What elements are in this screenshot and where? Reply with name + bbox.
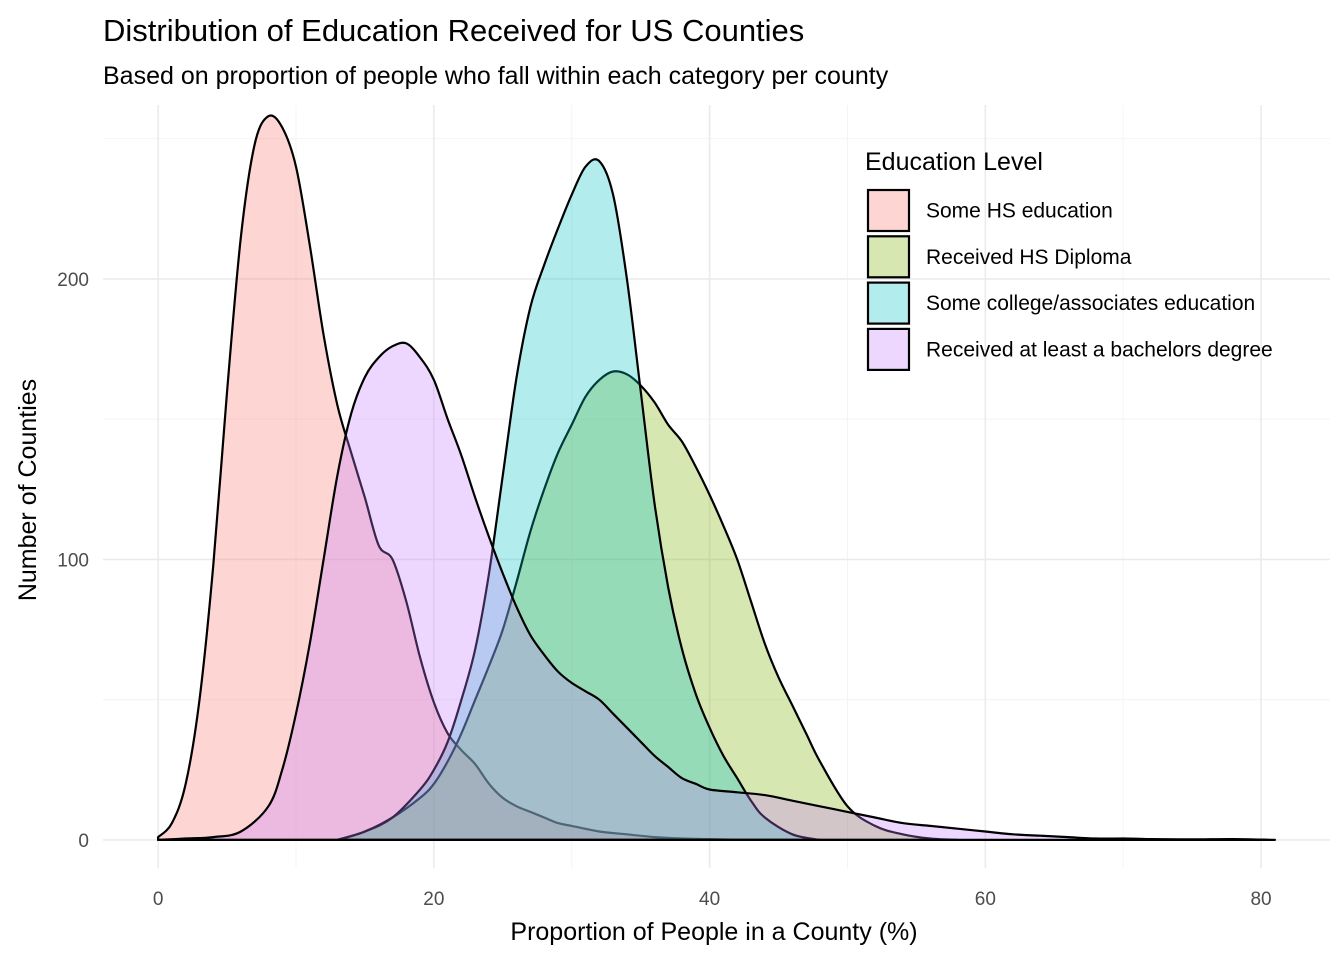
legend-label-received-hs-diploma: Received HS Diploma (926, 246, 1132, 269)
legend-key-received-hs-diploma (866, 235, 911, 279)
legend-title: Education Level (865, 148, 1043, 176)
x-tick-label: 80 (1250, 889, 1271, 910)
density-area-received-hs-diploma (336, 370, 959, 841)
density-area-received-at-least-a-bachelors-degree (157, 341, 1276, 841)
x-axis-title: Proportion of People in a County (%) (510, 918, 917, 946)
legend-key-some-hs-education (866, 188, 911, 233)
chart-title: Distribution of Education Received for U… (103, 13, 804, 48)
chart-subtitle: Based on proportion of people who fall w… (103, 62, 889, 90)
legend: Education Level Some HS education Receive… (865, 148, 1273, 371)
density-area-some-college-associates-education (336, 158, 821, 841)
x-tick-label: 60 (975, 889, 996, 910)
legend-label-received-at-least-a-bachelors-degree: Received at least a bachelors degree (926, 338, 1273, 361)
y-axis-title: Number of Counties (14, 379, 42, 601)
x-tick-label: 20 (423, 889, 444, 910)
density-areas (157, 114, 1276, 842)
y-tick-labels: 0 100 200 (57, 270, 89, 852)
density-area-some-hs-education (157, 114, 794, 842)
legend-label-some-hs-education: Some HS education (926, 200, 1113, 223)
legend-label-some-college-associates-education: Some college/associates education (926, 292, 1255, 315)
x-tick-labels: 0 20 40 60 80 (153, 889, 1272, 910)
y-tick-label: 100 (57, 550, 89, 571)
y-tick-label: 200 (57, 270, 89, 291)
x-tick-label: 0 (153, 889, 164, 910)
x-tick-label: 40 (699, 889, 720, 910)
y-tick-label: 0 (78, 831, 89, 852)
legend-key-received-at-least-a-bachelors-degree (866, 327, 911, 371)
legend-key-some-college-associates-education (866, 281, 911, 325)
